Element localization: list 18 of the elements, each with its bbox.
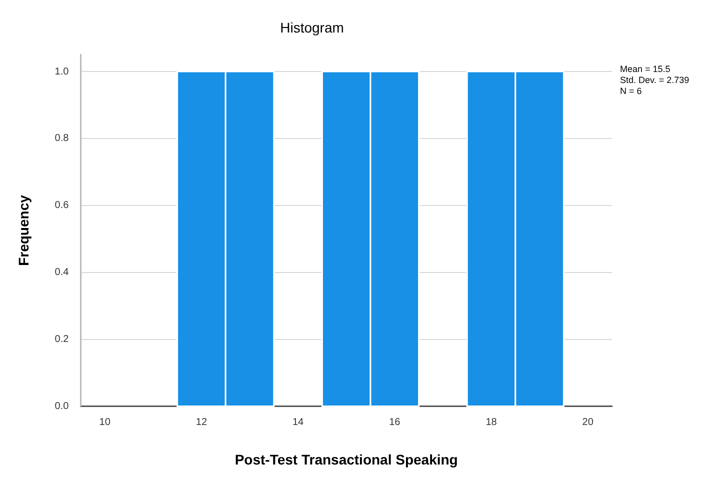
y-tick-label: 0.4 [54, 267, 70, 278]
text: Mean = 15.5 [620, 64, 670, 74]
x-tick-label: 18 [486, 416, 498, 428]
x-tick-label: 14 [292, 416, 304, 428]
y-tick-label: 1.0 [54, 66, 70, 78]
y-tick-label: 0.2 [54, 334, 70, 346]
chart-title: Histogram [280, 19, 344, 36]
text: N = 6 [620, 86, 642, 96]
y-axis-title: Frequency [15, 194, 32, 266]
x-tick-label: 16 [389, 416, 401, 428]
x-tick-label: 20 [582, 416, 594, 428]
text: Std. Dev. = 2.739 [620, 74, 690, 85]
x-tick-label: 10 [99, 416, 111, 428]
y-tick-label: 0.0 [54, 400, 70, 412]
x-tick-label: 12 [196, 416, 208, 428]
x-axis-title: Post-Test Transactional Speaking [234, 451, 458, 468]
y-tick-label: 0.8 [54, 133, 70, 144]
y-tick-label: 0.6 [54, 200, 70, 212]
